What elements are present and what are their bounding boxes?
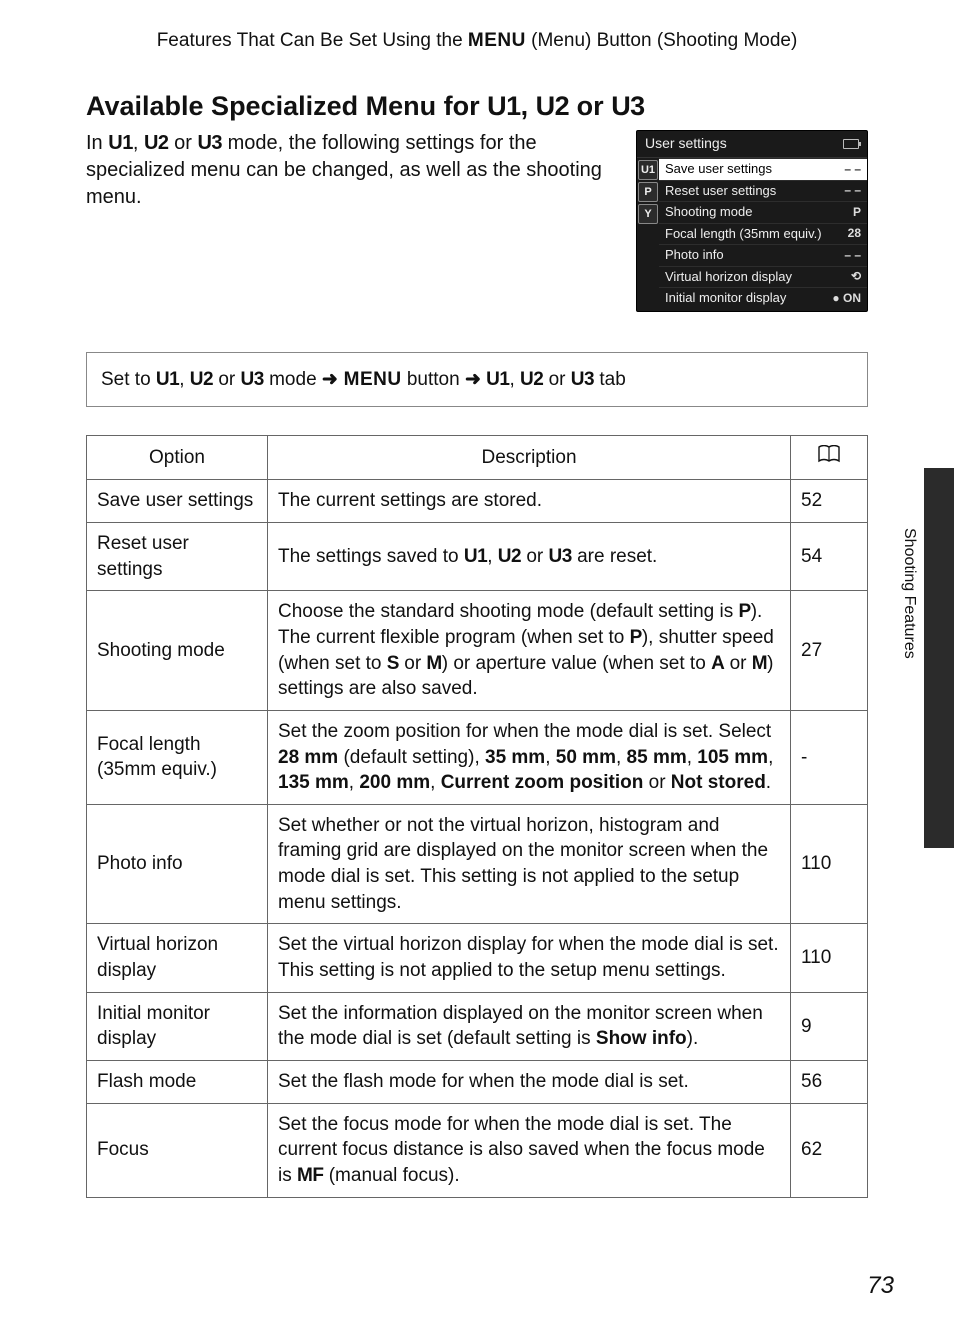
header-suffix: (Menu) Button (Shooting Mode) bbox=[526, 30, 797, 51]
intro-text: In U1, U2 or U3 mode, the following sett… bbox=[86, 130, 618, 211]
cell-description: Set whether or not the virtual horizon, … bbox=[268, 804, 791, 924]
table-row: Photo infoSet whether or not the virtual… bbox=[87, 804, 868, 924]
screenshot-row-label: Virtual horizon display bbox=[665, 268, 792, 286]
screenshot-row-label: Save user settings bbox=[665, 160, 772, 178]
cell-description: The current settings are stored. bbox=[268, 480, 791, 523]
page-header: Features That Can Be Set Using the MENU … bbox=[0, 28, 954, 54]
camera-menu-screenshot: User settings U1PY Save user settings– –… bbox=[636, 130, 868, 312]
cell-description: Set the focus mode for when the mode dia… bbox=[268, 1103, 791, 1197]
screenshot-row: Focal length (35mm equiv.) 28 bbox=[659, 223, 867, 245]
table-row: FocusSet the focus mode for when the mod… bbox=[87, 1103, 868, 1197]
table-row: Save user settingsThe current settings a… bbox=[87, 480, 868, 523]
screenshot-row: Photo info – – bbox=[659, 244, 867, 266]
th-page-icon bbox=[791, 436, 868, 480]
cell-page: 110 bbox=[791, 804, 868, 924]
cell-option: Virtual horizon display bbox=[87, 924, 268, 992]
screenshot-row-value: 28 bbox=[848, 225, 861, 241]
cell-page: 110 bbox=[791, 924, 868, 992]
cell-option: Focal length (35mm equiv.) bbox=[87, 710, 268, 804]
cell-page: - bbox=[791, 710, 868, 804]
cell-description: The settings saved to U1, U2 or U3 are r… bbox=[268, 523, 791, 591]
screenshot-row-value: – – bbox=[844, 182, 861, 198]
header-menu-glyph: MENU bbox=[468, 30, 526, 51]
table-row: Flash modeSet the flash mode for when th… bbox=[87, 1060, 868, 1103]
screenshot-row-label: Shooting mode bbox=[665, 203, 752, 221]
table-row: Initial monitor displaySet the informati… bbox=[87, 992, 868, 1060]
table-row: Reset user settingsThe settings saved to… bbox=[87, 523, 868, 591]
screenshot-row-value: ● ON bbox=[832, 290, 861, 306]
cell-description: Set the flash mode for when the mode dia… bbox=[268, 1060, 791, 1103]
battery-icon bbox=[843, 139, 859, 149]
screenshot-row: Save user settings – – bbox=[659, 158, 867, 180]
screenshot-row-label: Initial monitor display bbox=[665, 289, 786, 307]
cell-description: Set the virtual horizon display for when… bbox=[268, 924, 791, 992]
side-tab bbox=[924, 468, 954, 848]
screenshot-row-value: ⟲ bbox=[851, 268, 861, 284]
screenshot-row: Virtual horizon display ⟲ bbox=[659, 266, 867, 288]
screenshot-row: Reset user settings – – bbox=[659, 180, 867, 202]
screenshot-row-value: – – bbox=[844, 161, 861, 177]
screenshot-row-label: Photo info bbox=[665, 246, 724, 264]
side-label: Shooting Features bbox=[898, 528, 920, 659]
cell-option: Reset user settings bbox=[87, 523, 268, 591]
header-prefix: Features That Can Be Set Using the bbox=[157, 30, 468, 51]
cell-option: Flash mode bbox=[87, 1060, 268, 1103]
cell-page: 27 bbox=[791, 591, 868, 711]
screenshot-row-value: – – bbox=[844, 247, 861, 263]
cell-description: Choose the standard shooting mode (defau… bbox=[268, 591, 791, 711]
cell-description: Set the zoom position for when the mode … bbox=[268, 710, 791, 804]
cell-option: Photo info bbox=[87, 804, 268, 924]
screenshot-side-box: U1 bbox=[638, 160, 658, 180]
screenshot-title: User settings bbox=[645, 134, 727, 153]
table-row: Shooting modeChoose the standard shootin… bbox=[87, 591, 868, 711]
cell-option: Shooting mode bbox=[87, 591, 268, 711]
screenshot-row-label: Reset user settings bbox=[665, 182, 776, 200]
screenshot-side-box: P bbox=[638, 182, 658, 202]
screenshot-row: Shooting mode P bbox=[659, 201, 867, 223]
screenshot-row: Initial monitor display ● ON bbox=[659, 287, 867, 309]
cell-page: 52 bbox=[791, 480, 868, 523]
th-description: Description bbox=[268, 436, 791, 480]
cell-page: 56 bbox=[791, 1060, 868, 1103]
cell-page: 54 bbox=[791, 523, 868, 591]
navigation-hint: Set to U1, U2 or U3 mode ➜ MENU button ➜… bbox=[86, 352, 868, 408]
screenshot-side-box: Y bbox=[638, 204, 658, 224]
page-number: 73 bbox=[867, 1270, 894, 1302]
page-title: Available Specialized Menu for U1, U2 or… bbox=[86, 88, 868, 124]
cell-option: Focus bbox=[87, 1103, 268, 1197]
cell-option: Initial monitor display bbox=[87, 992, 268, 1060]
table-row: Virtual horizon displaySet the virtual h… bbox=[87, 924, 868, 992]
screenshot-row-label: Focal length (35mm equiv.) bbox=[665, 225, 822, 243]
th-option: Option bbox=[87, 436, 268, 480]
book-icon bbox=[817, 445, 841, 463]
specs-table: Option Description Save user settingsThe… bbox=[86, 435, 868, 1197]
cell-description: Set the information displayed on the mon… bbox=[268, 992, 791, 1060]
cell-page: 9 bbox=[791, 992, 868, 1060]
table-row: Focal length (35mm equiv.)Set the zoom p… bbox=[87, 710, 868, 804]
cell-page: 62 bbox=[791, 1103, 868, 1197]
screenshot-row-value: P bbox=[853, 204, 861, 220]
cell-option: Save user settings bbox=[87, 480, 268, 523]
